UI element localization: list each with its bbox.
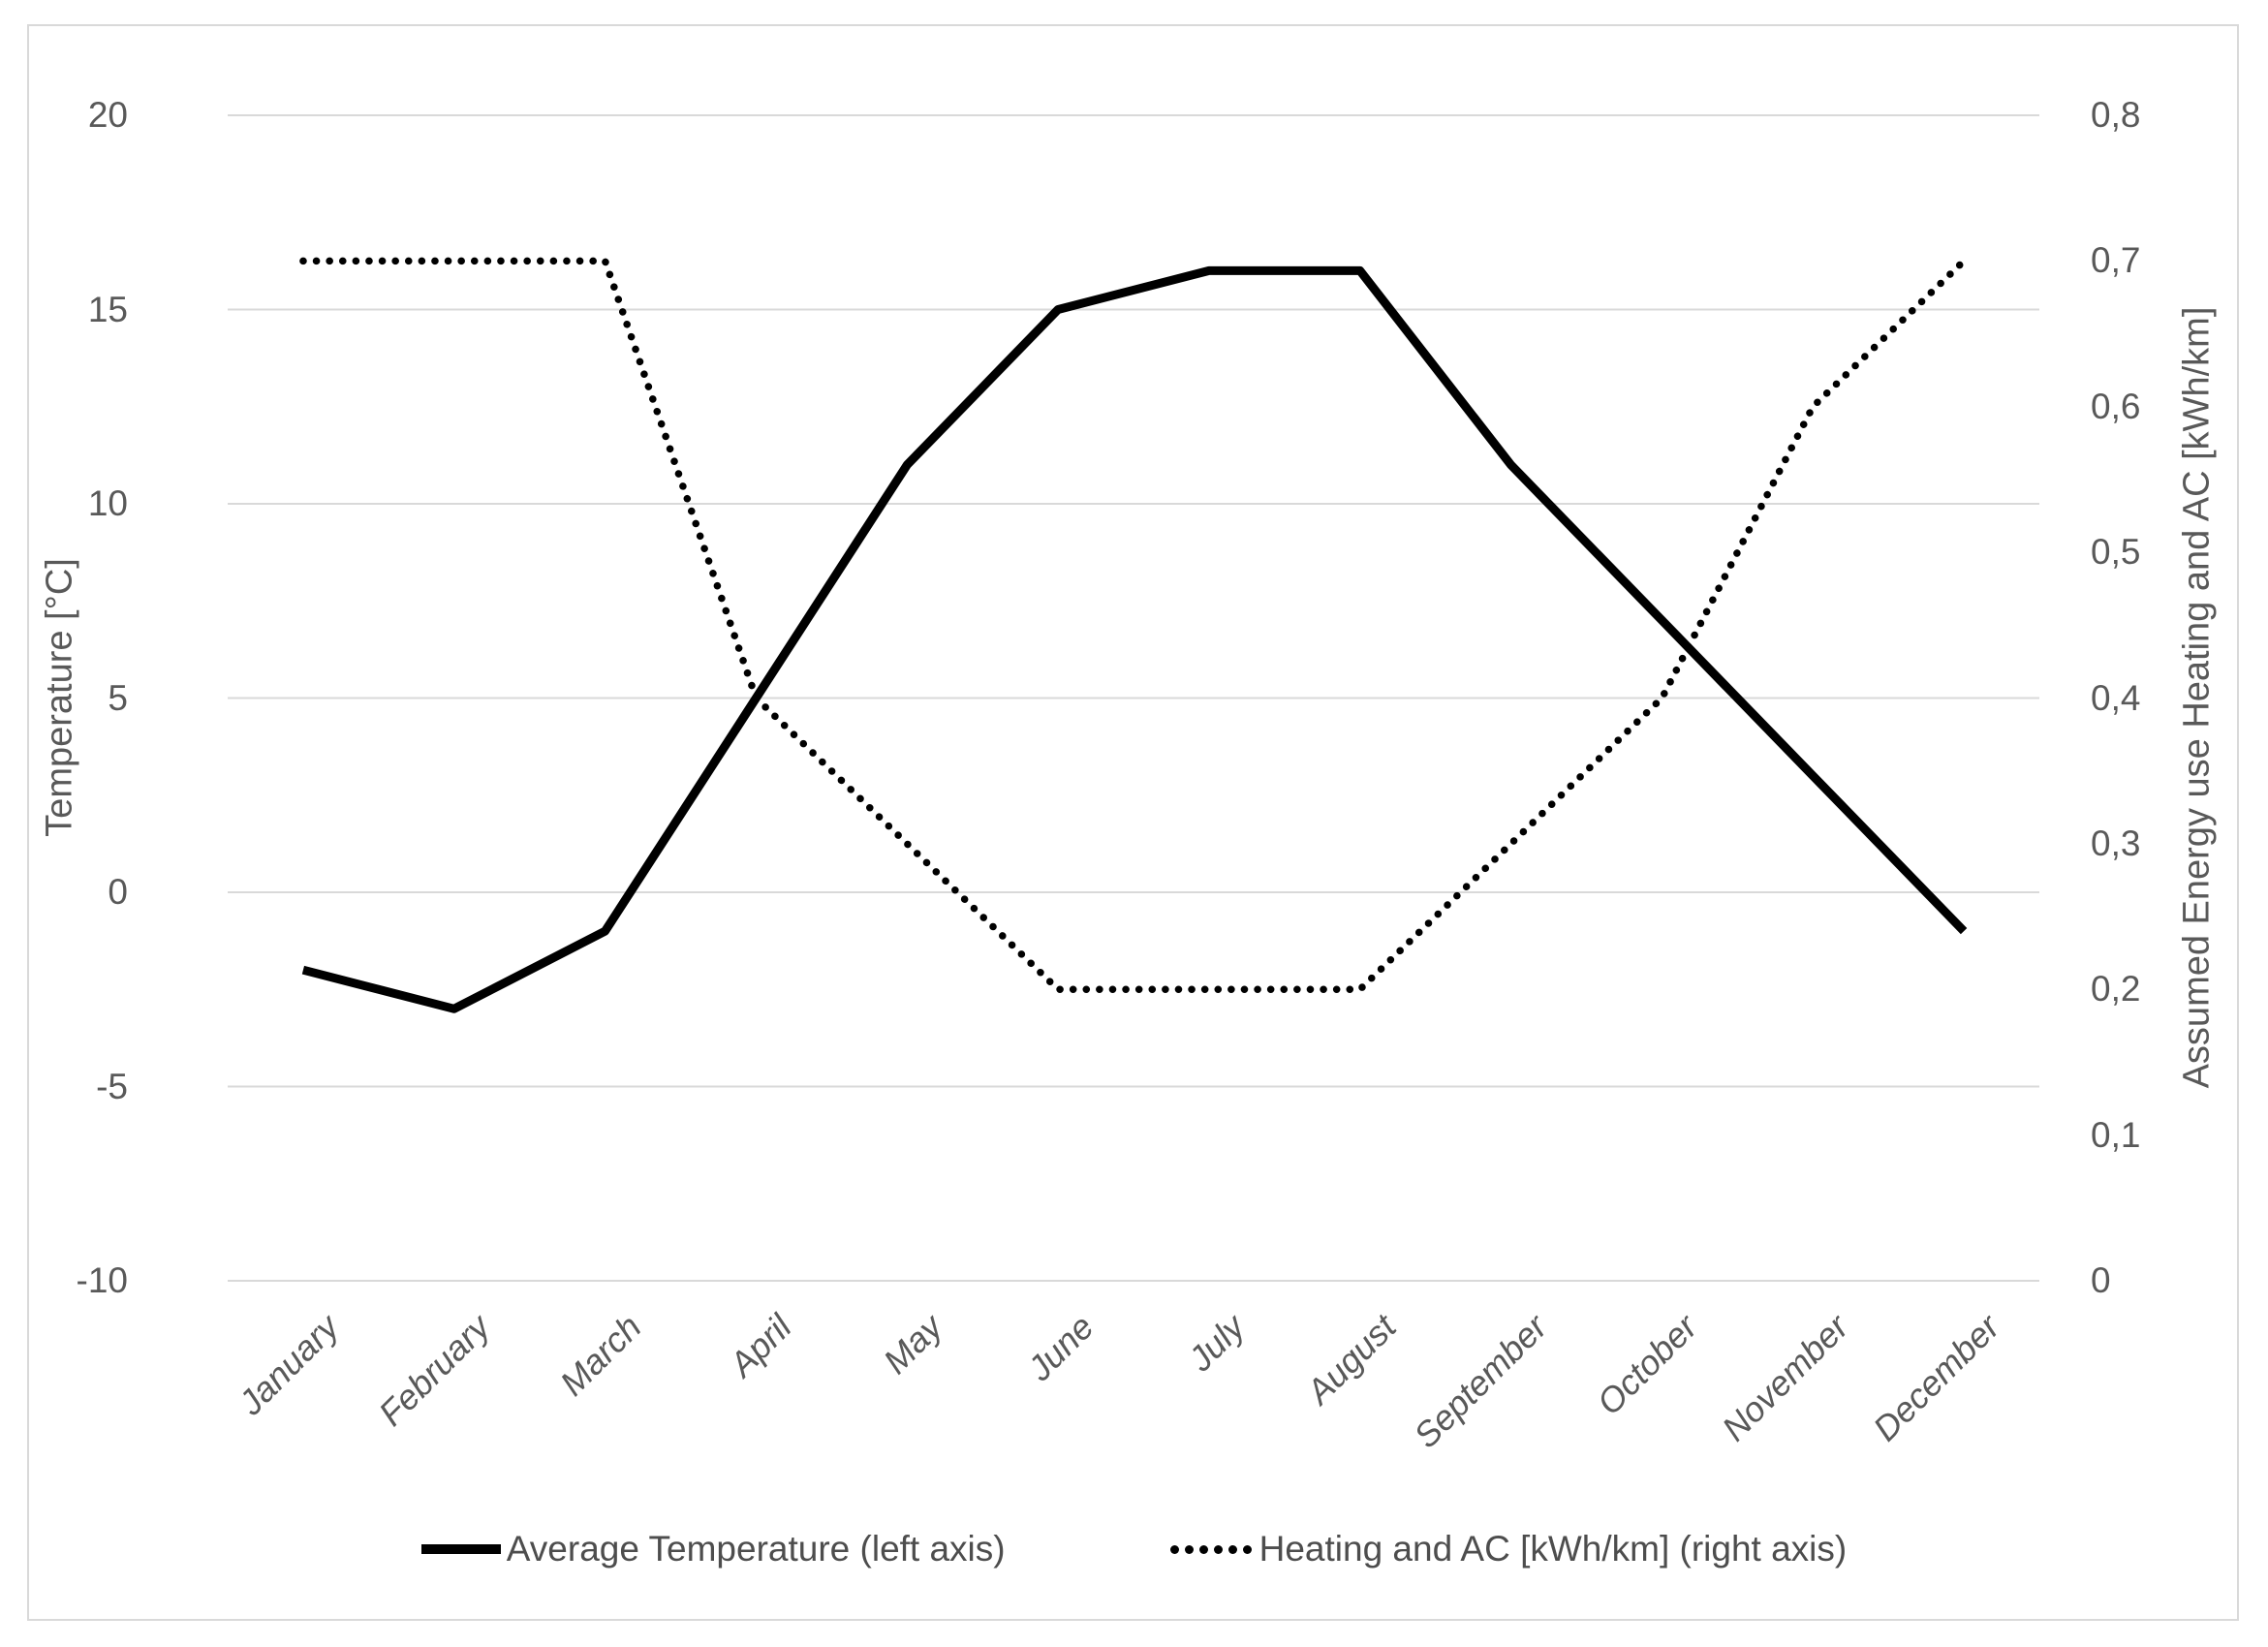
y-axis-right-tick-label: 0,7 (2091, 240, 2141, 281)
y-axis-left-tick-label: 20 (87, 95, 128, 135)
dotted-line-swatch (1169, 1544, 1252, 1554)
y-axis-left-title: Temperature [°C] (39, 558, 80, 837)
y-axis-left-tick-label: 5 (108, 677, 128, 718)
y-axis-left-tick-label: 15 (87, 289, 128, 329)
legend-entry-temperature: Average Temperature (left axis) (420, 1529, 1006, 1569)
y-axis-right-tick-label: 0,5 (2091, 532, 2141, 573)
solid-line-swatch (420, 1544, 501, 1554)
legend: Average Temperature (left axis) Heating … (0, 1529, 2268, 1569)
y-axis-left-tick-label: 0 (108, 872, 128, 912)
y-axis-right-tick-label: 0,4 (2091, 677, 2141, 718)
y-axis-right-tick-label: 0,2 (2091, 969, 2141, 1010)
y-axis-right-tick-label: 0,6 (2091, 386, 2141, 426)
chart-border (27, 24, 2239, 1621)
legend-label-temperature: Average Temperature (left axis) (506, 1529, 1006, 1569)
y-axis-right-tick-label: 0,8 (2091, 95, 2141, 135)
y-axis-left-tick-label: 10 (87, 483, 128, 523)
y-axis-right-tick-label: 0,3 (2091, 823, 2141, 863)
y-axis-left-tick-label: -5 (96, 1066, 128, 1106)
legend-entry-energy: Heating and AC [kWh/km] (right axis) (1169, 1529, 1848, 1569)
y-axis-right-title: Assumed Energy use Heating and AC [kWh/k… (2176, 306, 2218, 1089)
legend-label-energy: Heating and AC [kWh/km] (right axis) (1258, 1529, 1848, 1569)
y-axis-right-tick-label: 0,1 (2091, 1114, 2141, 1155)
y-axis-left-tick-label: -10 (76, 1260, 128, 1300)
y-axis-right-tick-label: 0 (2091, 1260, 2111, 1300)
